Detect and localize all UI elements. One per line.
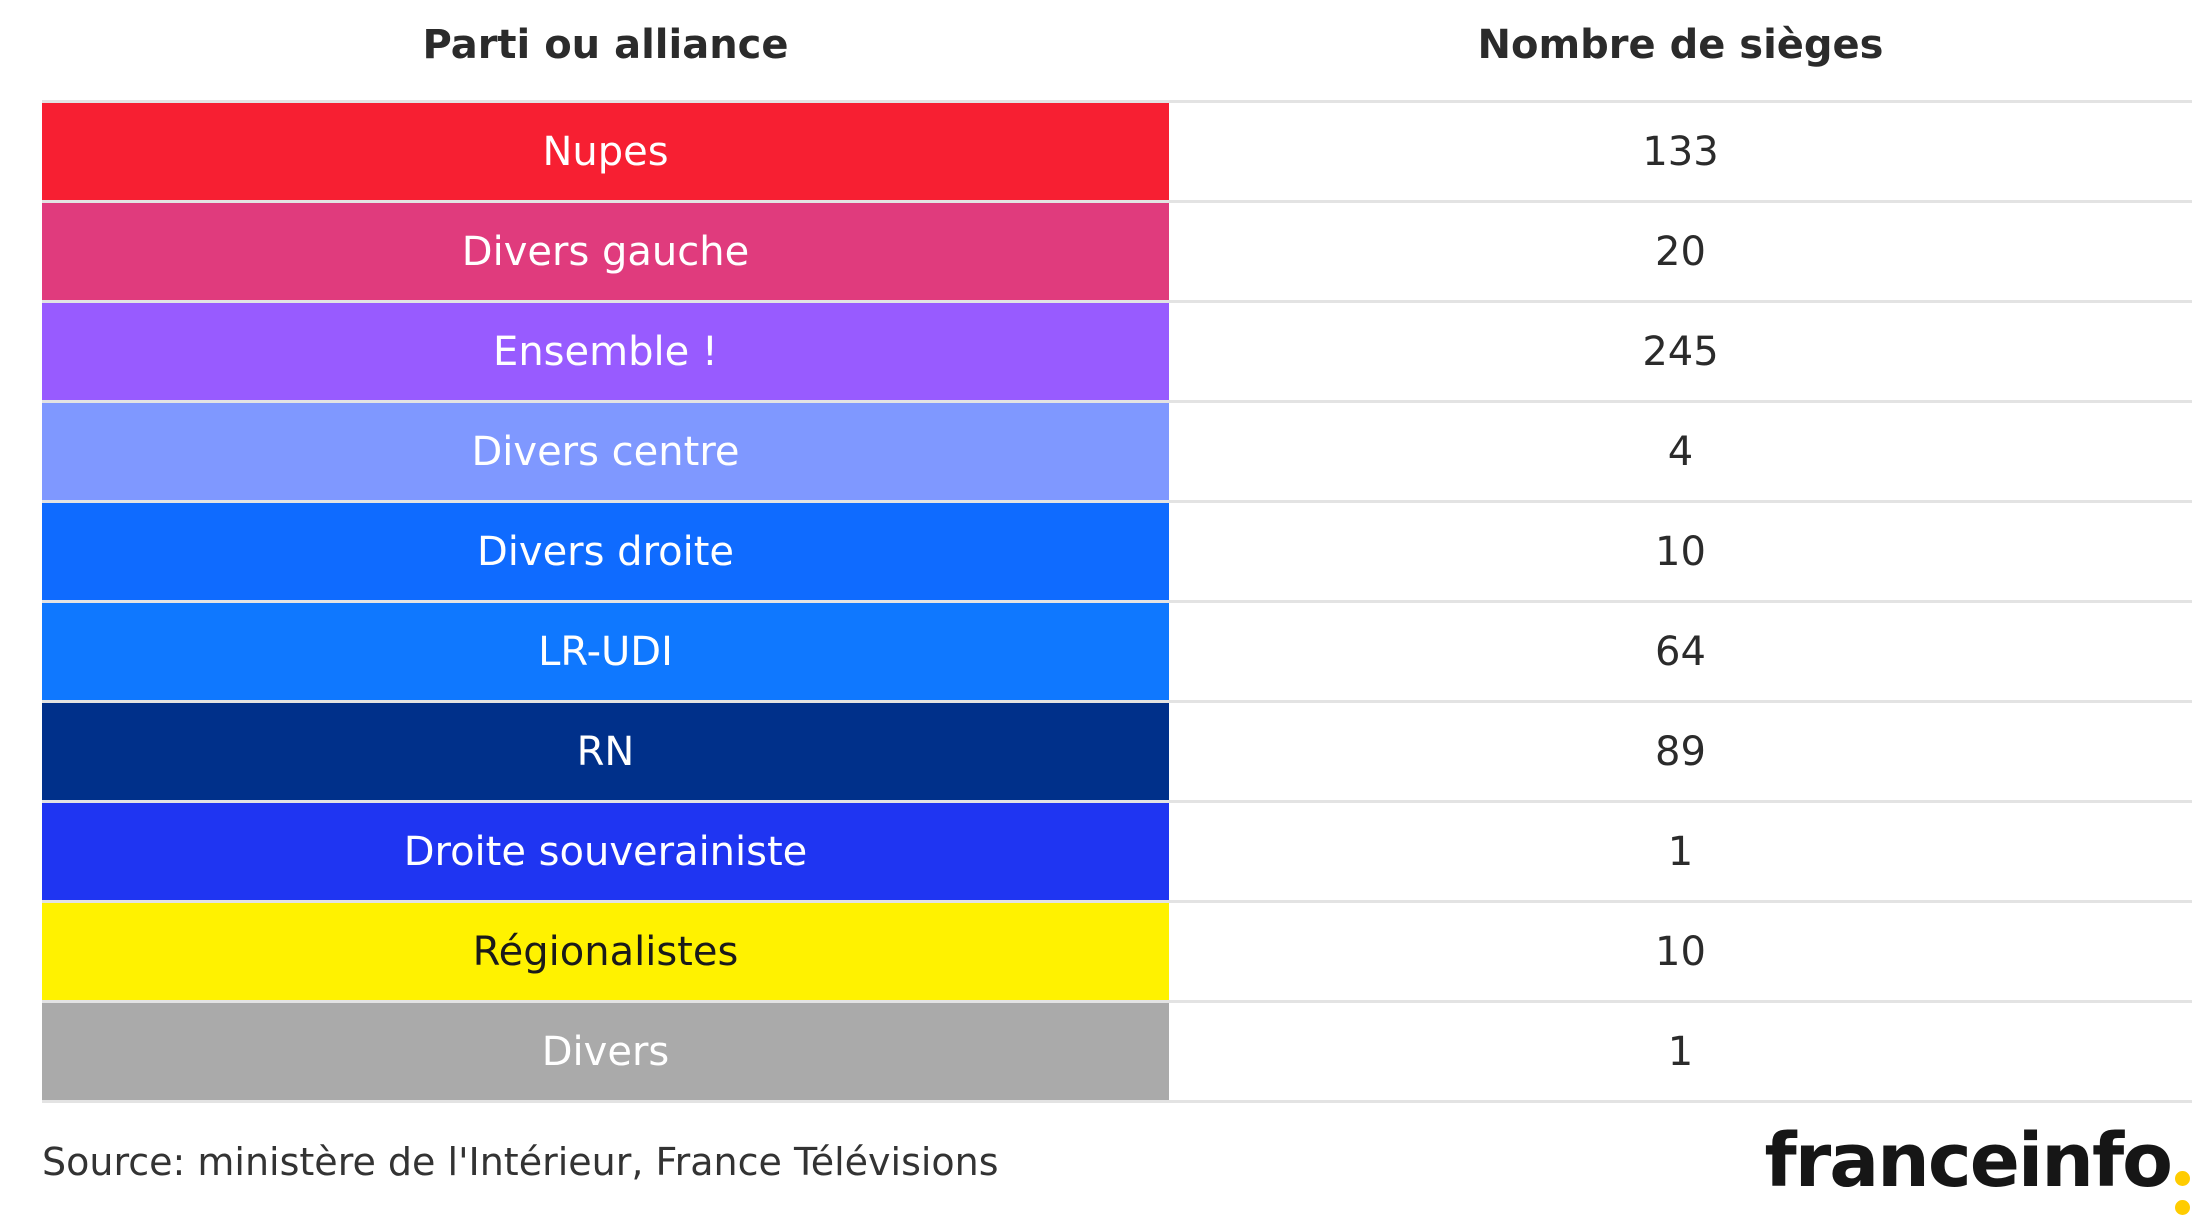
table-row: Régionalistes 10 [42, 903, 2192, 1003]
logo-dot-bottom [2175, 1200, 2190, 1215]
table-row: Droite souverainiste 1 [42, 803, 2192, 903]
party-name-cell: Régionalistes [42, 903, 1169, 1000]
party-name-cell: LR-UDI [42, 603, 1169, 700]
table-row: Divers droite 10 [42, 503, 2192, 603]
party-name-cell: Nupes [42, 103, 1169, 200]
franceinfo-logo: franceinfo [1765, 1118, 2190, 1215]
table-row: Nupes 133 [42, 103, 2192, 203]
party-name-cell: Divers [42, 1003, 1169, 1100]
header-seats: Nombre de sièges [1477, 22, 1884, 68]
source-note: Source: ministère de l'Intérieur, France… [42, 1140, 999, 1184]
seat-count-cell: 89 [1655, 728, 1706, 775]
table-row: Divers centre 4 [42, 403, 2192, 503]
party-name-cell: RN [42, 703, 1169, 800]
table-body: Nupes 133 Divers gauche 20 Ensemble ! 245 Dive… [42, 103, 2192, 1103]
logo-text: franceinfo [1764, 1118, 2173, 1204]
party-name-cell: Divers droite [42, 503, 1169, 600]
seat-count-cell: 133 [1642, 128, 1719, 175]
party-name-cell: Droite souverainiste [42, 803, 1169, 900]
party-name-cell: Divers gauche [42, 203, 1169, 300]
table-row: Divers gauche 20 [42, 203, 2192, 303]
party-name-cell: Ensemble ! [42, 303, 1169, 400]
seat-count-cell: 4 [1667, 428, 1694, 475]
seat-count-cell: 1 [1667, 1028, 1694, 1075]
header-party: Parti ou alliance [422, 22, 789, 68]
table-row: RN 89 [42, 703, 2192, 803]
logo-dot-top [2175, 1171, 2190, 1186]
table-header-row: Parti ou alliance Nombre de sièges [42, 0, 2192, 103]
seat-count-cell: 1 [1667, 828, 1694, 875]
logo-colon-icon [2175, 1171, 2190, 1215]
party-name-cell: Divers centre [42, 403, 1169, 500]
table-row: Divers 1 [42, 1003, 2192, 1103]
seat-count-cell: 10 [1655, 528, 1706, 575]
seat-count-cell: 245 [1642, 328, 1719, 375]
table-row: Ensemble ! 245 [42, 303, 2192, 403]
seats-table: Parti ou alliance Nombre de sièges Nupes… [42, 0, 2192, 1103]
table-row: LR-UDI 64 [42, 603, 2192, 703]
seat-count-cell: 20 [1655, 228, 1706, 275]
seat-count-cell: 10 [1655, 928, 1706, 975]
seat-count-cell: 64 [1655, 628, 1706, 675]
